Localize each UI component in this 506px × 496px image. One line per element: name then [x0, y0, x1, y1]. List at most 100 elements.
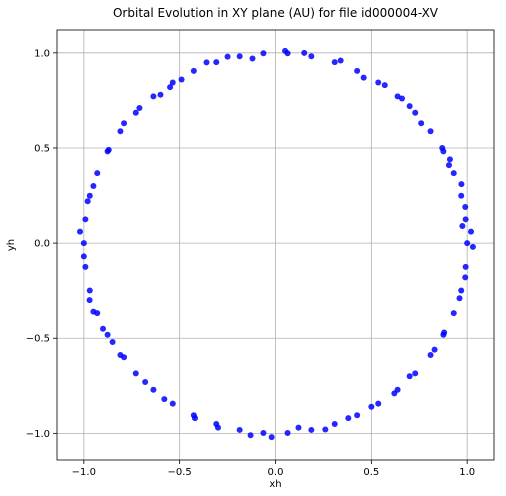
- data-point: [86, 297, 93, 304]
- data-points: [77, 47, 476, 441]
- data-point: [80, 240, 87, 247]
- data-point: [462, 203, 469, 210]
- x-tick-label: 0.5: [363, 467, 379, 478]
- data-point: [462, 274, 469, 281]
- data-point: [354, 67, 361, 74]
- data-point: [82, 263, 89, 270]
- y-tick-label: 0.0: [34, 239, 50, 250]
- data-point: [375, 79, 382, 86]
- data-point: [295, 424, 302, 431]
- data-point: [236, 53, 243, 60]
- data-point: [464, 240, 471, 247]
- y-tick-label: 1.0: [34, 48, 50, 59]
- x-axis-label: xh: [269, 479, 281, 490]
- data-point: [301, 49, 308, 56]
- data-point: [86, 287, 93, 294]
- data-point: [458, 181, 465, 188]
- data-point: [100, 325, 106, 332]
- data-point: [178, 76, 185, 83]
- data-point: [375, 400, 382, 407]
- data-point: [169, 400, 176, 407]
- x-tick-label: −0.5: [168, 467, 192, 478]
- data-point: [167, 84, 174, 91]
- data-point: [308, 53, 315, 60]
- data-point: [412, 370, 419, 377]
- data-point: [77, 228, 83, 235]
- data-point: [331, 421, 338, 428]
- data-point: [450, 170, 457, 177]
- x-tick-label: −1.0: [72, 467, 96, 478]
- data-point: [104, 331, 111, 338]
- data-point: [192, 415, 198, 422]
- data-point: [117, 128, 124, 135]
- data-point: [431, 346, 438, 353]
- data-point: [105, 146, 112, 153]
- data-point: [418, 120, 425, 127]
- data-point: [331, 59, 338, 66]
- data-point: [109, 339, 116, 346]
- data-point: [94, 170, 101, 177]
- data-point: [368, 403, 375, 410]
- x-tick-label: 1.0: [459, 467, 475, 478]
- data-point: [132, 370, 139, 377]
- y-tick-label: −0.5: [26, 334, 50, 345]
- data-point: [224, 53, 231, 60]
- data-point: [391, 390, 398, 397]
- data-point: [260, 429, 267, 436]
- data-point: [412, 109, 419, 116]
- data-point: [399, 95, 405, 102]
- data-point: [456, 295, 463, 302]
- data-point: [157, 91, 164, 98]
- data-point: [458, 287, 465, 294]
- data-point: [203, 59, 210, 66]
- data-point: [360, 74, 367, 81]
- data-point: [468, 228, 474, 235]
- axis-ticks: −1.0 −0.5 0.0 0.5 1.0 −1.0 −0.5 0.0 0.5 1.0: [26, 48, 475, 478]
- data-point: [247, 432, 254, 439]
- data-point: [354, 412, 361, 419]
- data-point: [86, 192, 93, 199]
- data-point: [190, 67, 197, 74]
- data-point: [381, 82, 388, 89]
- data-point: [82, 216, 89, 223]
- y-axis-label: yh: [6, 239, 17, 251]
- data-point: [462, 263, 469, 270]
- data-point: [441, 329, 448, 336]
- data-point: [282, 47, 289, 54]
- data-point: [136, 105, 143, 112]
- data-point: [446, 156, 453, 163]
- data-point: [427, 351, 434, 358]
- data-point: [458, 192, 465, 199]
- data-point: [445, 162, 452, 169]
- data-point: [308, 426, 315, 433]
- data-point: [406, 373, 413, 380]
- data-point: [268, 434, 275, 441]
- data-point: [427, 128, 434, 135]
- data-point: [142, 378, 149, 385]
- data-point: [80, 253, 87, 260]
- data-point: [90, 183, 97, 190]
- data-point: [169, 79, 176, 86]
- data-point: [213, 59, 220, 66]
- data-point: [161, 396, 168, 403]
- data-point: [121, 120, 128, 127]
- data-point: [84, 198, 91, 205]
- chart-title: Orbital Evolution in XY plane (AU) for f…: [113, 6, 439, 20]
- data-point: [236, 426, 243, 433]
- data-point: [469, 243, 476, 250]
- data-point: [459, 222, 466, 229]
- data-point: [345, 415, 352, 422]
- data-point: [322, 426, 329, 433]
- data-point: [215, 424, 221, 431]
- data-point: [150, 386, 157, 393]
- y-tick-label: −1.0: [26, 429, 50, 440]
- data-point: [132, 109, 139, 116]
- x-tick-label: 0.0: [268, 467, 284, 478]
- data-point: [462, 216, 469, 223]
- data-point: [150, 93, 157, 100]
- data-point: [260, 50, 267, 57]
- data-point: [439, 144, 446, 151]
- data-point: [337, 57, 344, 64]
